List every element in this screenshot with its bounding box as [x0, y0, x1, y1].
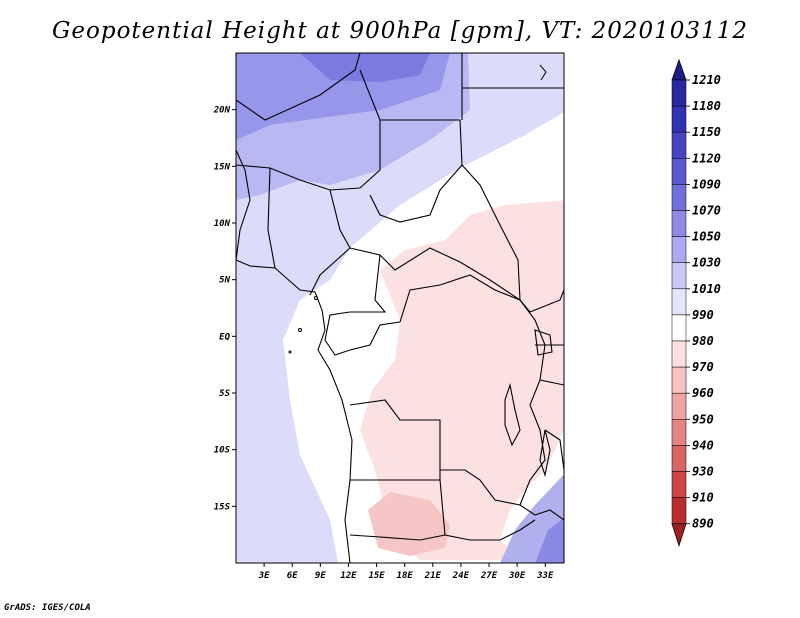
colorbar-swatch: [671, 236, 687, 263]
lat-tick-label: 5N: [219, 276, 230, 286]
colorbar-label: 910: [692, 491, 714, 505]
lon-tick-label: 33E: [536, 571, 554, 581]
colorbar-label: 1070: [692, 204, 721, 218]
colorbar-swatch: [671, 184, 687, 211]
colorbar-swatch: [671, 419, 687, 446]
colorbar-label: 960: [692, 386, 714, 400]
colorbar-label: 940: [692, 438, 714, 452]
lon-tick-label: 12E: [340, 571, 357, 581]
lon-tick-label: 27E: [480, 571, 498, 581]
colorbar: 1210 1180 1150 1120 1090 1070 1050 1030 1010 990 9…: [671, 58, 721, 548]
colorbar-label: 990: [692, 308, 714, 322]
lon-tick-label: 30E: [508, 571, 526, 581]
colorbar-swatch: [671, 262, 687, 290]
colorbar-swatch: [671, 79, 687, 107]
colorbar-label: 1090: [692, 177, 721, 191]
colorbar-swatch: [671, 288, 687, 316]
field-blue-top-core: [300, 53, 430, 82]
colorbar-label: 930: [692, 465, 714, 479]
colorbar-swatch: [671, 392, 687, 420]
lon-tick-label: 6E: [287, 571, 298, 581]
lat-tick-label: 15N: [214, 162, 231, 172]
colorbar-label: 1050: [692, 230, 721, 244]
country-borders: [236, 53, 564, 563]
colorbar-swatch: [671, 497, 687, 524]
colorbar-label: 970: [692, 360, 714, 374]
colorbar-label: 890: [692, 517, 714, 531]
colorbar-label: 1210: [692, 73, 721, 87]
lon-tick-label: 24E: [452, 571, 470, 581]
grads-footer: GrADS: IGES/COLA: [4, 603, 91, 613]
colorbar-swatch: [671, 340, 687, 368]
map-frame: [235, 52, 565, 564]
colorbar-swatch: [671, 471, 687, 498]
lon-tick-label: 15E: [368, 571, 385, 581]
colorbar-label: 1150: [692, 125, 721, 139]
lon-tick-label: 9E: [315, 571, 326, 581]
colorbar-swatch: [671, 158, 687, 185]
colorbar-swatch: [671, 210, 687, 237]
islands: [288, 64, 547, 354]
map-panel: [236, 53, 564, 563]
lat-tick-label: 20N: [213, 106, 231, 116]
lon-tick-label: 21E: [424, 571, 442, 581]
lat-tick-label: 5S: [219, 389, 230, 399]
lon-tick-label: 3E: [258, 571, 270, 581]
colorbar-label: 1010: [692, 282, 721, 296]
lat-tick-label: 15S: [214, 502, 231, 512]
lat-tick-label: 10S: [214, 446, 231, 456]
lat-tick-label: EQ: [219, 332, 230, 342]
colorbar-bottom-arrow: [671, 523, 687, 548]
chart-title: Geopotential Height at 900hPa [gpm], VT:…: [52, 18, 748, 44]
colorbar-label: 1120: [692, 151, 721, 165]
colorbar-swatch: [671, 366, 687, 394]
colorbar-label: 1030: [692, 256, 721, 270]
colorbar-label: 950: [692, 412, 714, 426]
colorbar-swatch: [671, 105, 687, 133]
longitude-axis: 3E 6E 9E 12E 15E 18E 21E 24E 27E 30E 33E: [258, 563, 554, 581]
field-blue-southeast-core: [535, 518, 564, 563]
colorbar-swatch: [671, 314, 687, 342]
colorbar-top-arrow: [671, 58, 687, 81]
lat-tick-label: 10N: [214, 219, 231, 229]
latitude-axis: 20N 15N 10N 5N EQ 5S 10S 15S: [213, 106, 236, 512]
field-pink-south: [368, 492, 450, 556]
colorbar-swatch: [671, 445, 687, 472]
colorbar-label: 980: [692, 334, 714, 348]
colorbar-label: 1180: [692, 99, 721, 113]
lon-tick-label: 18E: [397, 571, 414, 581]
colorbar-swatch: [671, 131, 687, 159]
